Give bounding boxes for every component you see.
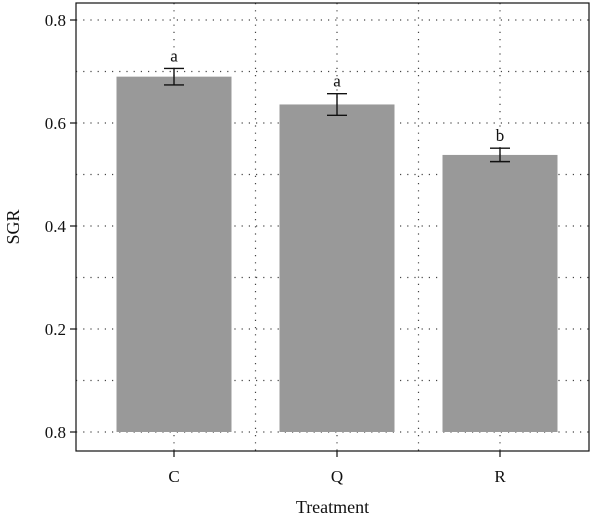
- bar-C: [116, 76, 232, 433]
- y-tick-label: 0.2: [45, 320, 66, 339]
- error-bars: [164, 67, 510, 163]
- y-tick-label: 0.6: [45, 114, 66, 133]
- bars: [116, 76, 558, 433]
- y-tick-label: 0.8: [45, 423, 66, 442]
- y-axis-title: SGR: [3, 209, 23, 244]
- bar-R: [442, 154, 558, 432]
- significance-letter: a: [170, 46, 178, 65]
- x-axis-title: Treatment: [296, 497, 369, 517]
- y-tick-label: 0.4: [45, 217, 67, 236]
- significance-letter: a: [333, 72, 341, 91]
- plot-frame: [75, 2, 590, 452]
- error-bar-C: [164, 67, 184, 86]
- x-tick-label: Q: [331, 467, 343, 486]
- bar-Q: [279, 104, 395, 433]
- x-tick-label: C: [168, 467, 179, 486]
- y-tick-label: 0.8: [45, 11, 66, 30]
- error-bar-Q: [327, 92, 347, 116]
- x-tick-label: R: [494, 467, 506, 486]
- y-axis-ticks: 0.8 0.2 0.4 0.6 0.8: [45, 11, 76, 442]
- significance-letter: b: [496, 126, 505, 145]
- significance-letters: a a b: [170, 46, 504, 145]
- error-bar-R: [490, 147, 510, 163]
